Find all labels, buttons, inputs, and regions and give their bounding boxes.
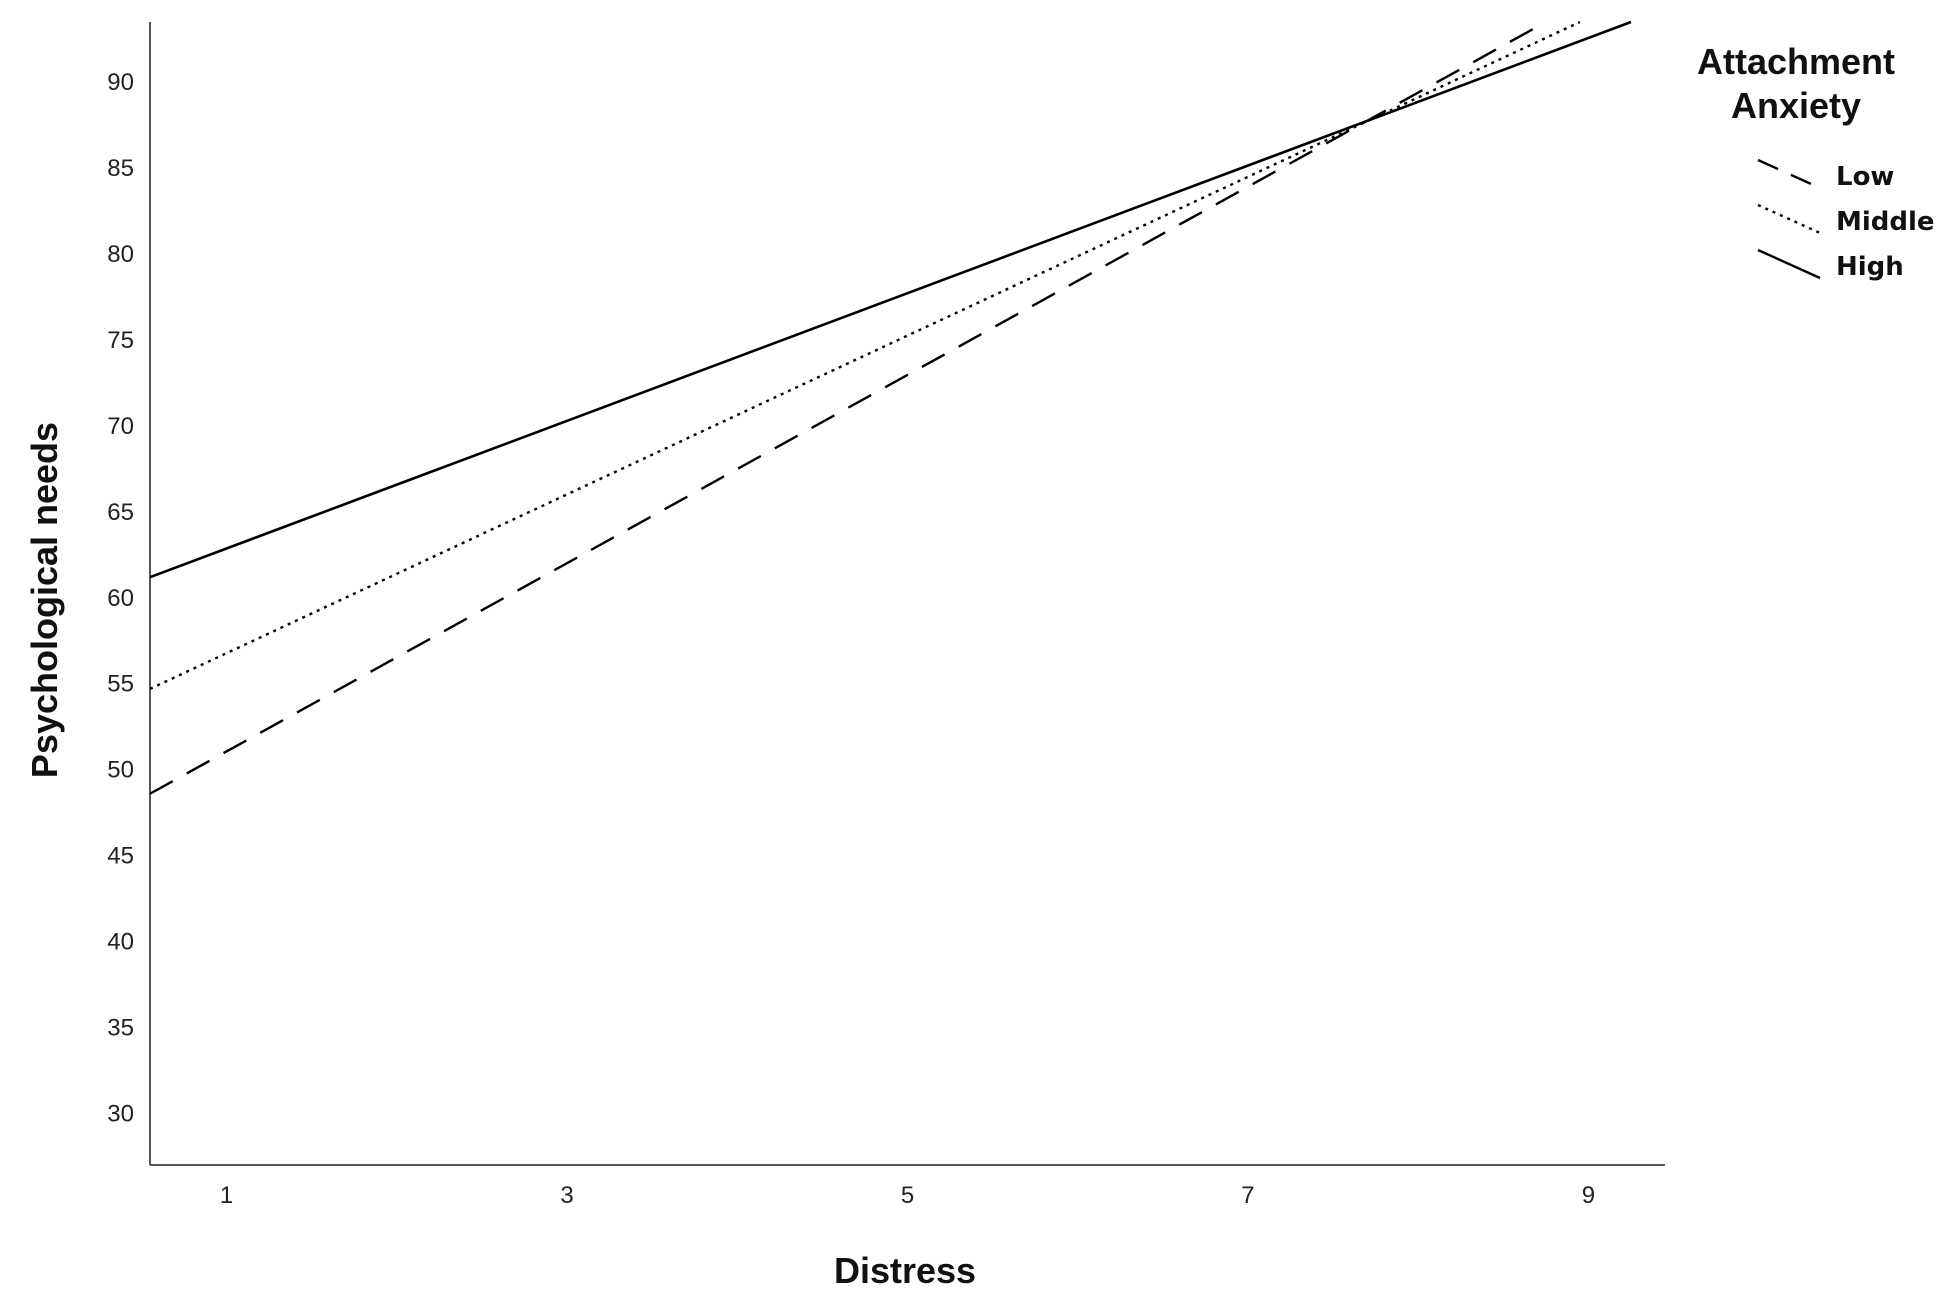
y-tick-label: 65 <box>107 499 134 526</box>
x-tick-label: 9 <box>1582 1182 1595 1209</box>
legend-label-middle: Middle <box>1836 207 1935 237</box>
y-tick-label: 40 <box>107 929 134 956</box>
y-tick-label: 85 <box>107 155 134 182</box>
axes <box>149 22 1665 1166</box>
y-tick-label: 75 <box>107 327 134 354</box>
y-tick-label: 50 <box>107 757 134 784</box>
legend-label-high: High <box>1836 252 1904 282</box>
legend: Attachment Anxiety Low Middle High <box>1697 41 1935 282</box>
series-line-low <box>149 20 1547 795</box>
y-tick-label: 60 <box>107 585 134 612</box>
y-tick-label: 30 <box>107 1100 134 1127</box>
y-tick-labels: 30 35 40 45 50 55 60 65 70 75 80 85 90 <box>107 69 134 1127</box>
y-tick-label: 55 <box>107 671 134 698</box>
y-tick-label: 45 <box>107 843 134 870</box>
y-tick-label: 80 <box>107 241 134 268</box>
series-line-high <box>149 20 1632 579</box>
x-tick-label: 5 <box>901 1182 914 1209</box>
legend-entries: Low Middle High <box>1757 158 1935 282</box>
y-tick-label: 70 <box>107 413 134 440</box>
legend-swatch-low <box>1757 158 1821 190</box>
series-lines <box>149 20 1632 795</box>
x-tick-label: 7 <box>1241 1182 1254 1209</box>
x-tick-label: 3 <box>560 1182 573 1209</box>
legend-title-line-2: Anxiety <box>1731 85 1861 126</box>
legend-label-low: Low <box>1836 162 1894 192</box>
y-tick-label: 35 <box>107 1014 134 1041</box>
series-line-middle <box>149 20 1581 690</box>
x-tick-label: 1 <box>220 1182 233 1209</box>
y-tick-label: 90 <box>107 69 134 96</box>
legend-swatch-high <box>1757 248 1821 280</box>
x-axis-title: Distress <box>834 1250 976 1291</box>
x-tick-labels: 1 3 5 7 9 <box>220 1182 1595 1209</box>
legend-swatch-middle <box>1757 203 1821 235</box>
legend-title-line-1: Attachment <box>1697 41 1895 82</box>
y-axis-title: Psychological needs <box>24 422 65 778</box>
